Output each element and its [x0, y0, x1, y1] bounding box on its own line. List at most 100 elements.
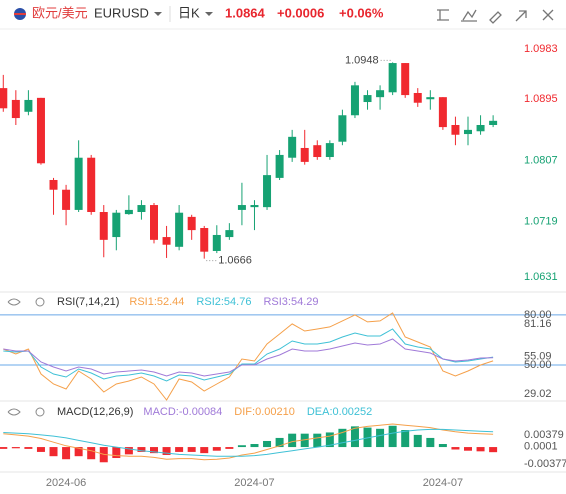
x-tick-label: 2024-06 [46, 477, 86, 489]
candle-body [275, 154, 284, 178]
macd-bar [175, 447, 184, 452]
candle-body [300, 147, 309, 162]
settings-icon[interactable] [35, 407, 45, 417]
x-tick-label: 2024-07 [234, 477, 274, 489]
candle-body [87, 157, 96, 213]
macd-bar [0, 447, 8, 449]
y-tick-label: 29.02 [524, 388, 552, 400]
macd-bar [275, 437, 284, 448]
candle-body [413, 92, 422, 103]
candle-body [313, 145, 322, 158]
tool-icon[interactable] [542, 9, 554, 21]
macd-bar [413, 434, 422, 448]
candle-body [200, 228, 209, 252]
macd-bar [74, 447, 83, 457]
legend-entry: RSI3:54.29 [263, 296, 318, 308]
rsi-line [3, 338, 494, 377]
candle-body [175, 212, 184, 247]
candle-body [350, 85, 359, 116]
candle-body [476, 125, 485, 132]
y-tick-label: 1.0631 [524, 271, 558, 283]
macd-bar [338, 428, 347, 448]
price: 1.0864 [225, 5, 266, 20]
tool-icon[interactable] [461, 9, 477, 22]
rsi-line [3, 328, 494, 382]
annotation: 1.0948 [345, 54, 379, 66]
change-pct: +0.06% [339, 5, 384, 20]
macd-bar [11, 447, 20, 449]
change: +0.0006 [277, 5, 324, 20]
y-tick-label: 0.00379 [524, 429, 564, 441]
macd-bar [212, 447, 221, 451]
macd-bar [24, 447, 33, 449]
tool-icon[interactable] [515, 10, 527, 22]
candle-body [137, 205, 146, 213]
eye-icon[interactable] [7, 408, 21, 416]
candle-body [212, 234, 221, 251]
candle-body [112, 212, 121, 238]
tool-icon[interactable] [489, 11, 502, 24]
symbol-code: EURUSD [94, 5, 149, 20]
macd-line [3, 423, 494, 461]
candle-body [11, 99, 20, 119]
macd-bar [87, 447, 96, 460]
macd-bar [124, 447, 133, 455]
macd-bar [200, 447, 209, 454]
macd-bar [388, 425, 397, 448]
macd-bar [401, 430, 410, 448]
y-tick-label: 81.16 [524, 318, 552, 330]
candle-body [99, 212, 108, 240]
macd-bar [263, 440, 272, 448]
candle-body [36, 97, 45, 164]
macd-bar [62, 447, 71, 460]
macd-bar [451, 447, 460, 450]
y-tick-label: 0.0001 [524, 440, 558, 452]
candle-body [363, 95, 372, 103]
macd-bar [288, 433, 297, 448]
macd-bar [489, 447, 498, 453]
macd-bar [313, 433, 322, 448]
macd-bar [137, 447, 146, 452]
legend-entry: RSI1:52.44 [129, 296, 184, 308]
y-tick-label: 80.00 [524, 309, 552, 321]
macd-bar [376, 428, 385, 448]
candle-body [489, 120, 498, 126]
dropdown-arrow[interactable] [205, 12, 213, 16]
macd-bar [464, 447, 472, 451]
period[interactable]: 日K [178, 5, 200, 20]
candle-body [325, 143, 334, 158]
candle-body [62, 189, 71, 210]
tool-icon[interactable] [437, 9, 449, 21]
toolbar [437, 9, 554, 24]
legend-entry: DEA:0.00252 [307, 406, 372, 418]
y-tick-label: 55.09 [524, 350, 552, 362]
candle-body [24, 99, 33, 112]
y-tick-label: -0.00377 [524, 458, 566, 470]
candle-body [401, 63, 410, 96]
annotation: 1.0666 [218, 255, 252, 267]
macd-bar [237, 445, 246, 448]
eye-icon[interactable] [7, 298, 21, 306]
macd-bar [476, 447, 485, 452]
candle-body [225, 230, 234, 238]
candle-body [124, 209, 133, 215]
settings-icon[interactable] [35, 297, 45, 307]
macd-bar [36, 447, 45, 452]
candle-body [150, 205, 158, 240]
macd-title: MACD(12,26,9) [57, 406, 133, 418]
dropdown-arrow[interactable] [154, 12, 162, 16]
candle-body [464, 129, 472, 135]
y-tick-label: 1.0807 [524, 154, 558, 166]
macd-bar [225, 447, 234, 449]
candle-body [162, 237, 171, 245]
candle-body [0, 88, 8, 109]
macd-bar [150, 447, 158, 454]
candle-body [49, 179, 58, 190]
candle-body [288, 136, 297, 158]
candle-body [438, 97, 447, 128]
rsi-icons [7, 297, 45, 417]
rsi-title: RSI(7,14,21) [57, 296, 119, 308]
macd-bar [49, 447, 58, 457]
candle-body [74, 157, 83, 210]
